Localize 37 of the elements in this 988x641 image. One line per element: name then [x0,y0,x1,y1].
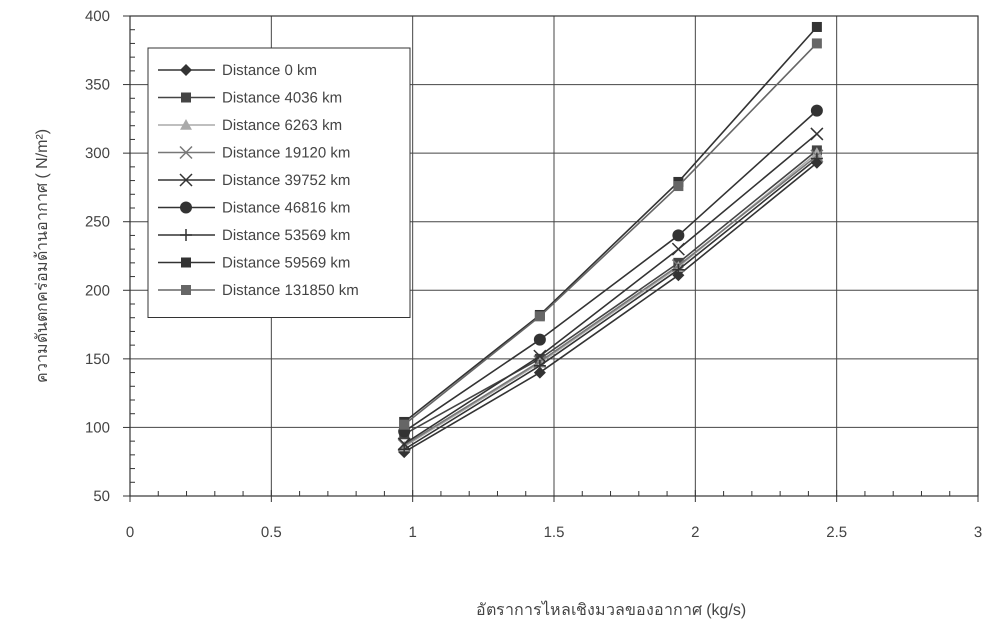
x-axis-title: อัตราการไหลเชิงมวลของอากาศ (kg/s) [476,600,746,619]
y-axis-title: ความดันตกคร่อมด้านอากาศ ( N/m²) [33,128,51,384]
legend-label: Distance 53569 km [222,227,350,244]
legend-label: Distance 4036 km [222,90,342,106]
point [672,242,686,256]
legend-label: Distance 131850 km [222,282,359,299]
x-tick-label: 2.5 [826,524,848,541]
y-tick-label: 300 [84,145,110,162]
point [810,127,824,141]
y-tick-label: 100 [84,419,110,436]
point [812,22,822,32]
x-tick-label: 2 [691,524,700,541]
legend-label: Distance 19120 km [222,144,350,162]
x-tick-label: 1 [408,524,417,541]
legend-label: Distance 46816 km [222,200,350,216]
legend-label: Distance 39752 km [222,172,350,189]
point [399,420,410,430]
legend-label: Distance 59569 km [222,254,350,272]
point [812,38,822,48]
point [533,349,547,363]
y-tick-label: 350 [84,76,110,94]
point [534,334,546,346]
y-tick-label: 200 [84,282,110,300]
y-tick-label: 400 [84,8,110,25]
x-tick-label: 0 [126,524,134,541]
legend-label: Distance 0 km [222,62,318,79]
y-tick-label: 150 [84,350,110,368]
point [810,104,823,117]
x-tick-label: 1.5 [544,524,564,541]
point [672,229,684,242]
legend-label: Distance 6263 km [222,117,342,134]
y-tick-label: 50 [93,488,110,505]
point [673,181,684,192]
y-tick-label: 250 [84,214,110,231]
x-tick-label: 3 [974,524,982,541]
x-tick-label: 0.5 [260,524,282,541]
point [810,149,824,163]
